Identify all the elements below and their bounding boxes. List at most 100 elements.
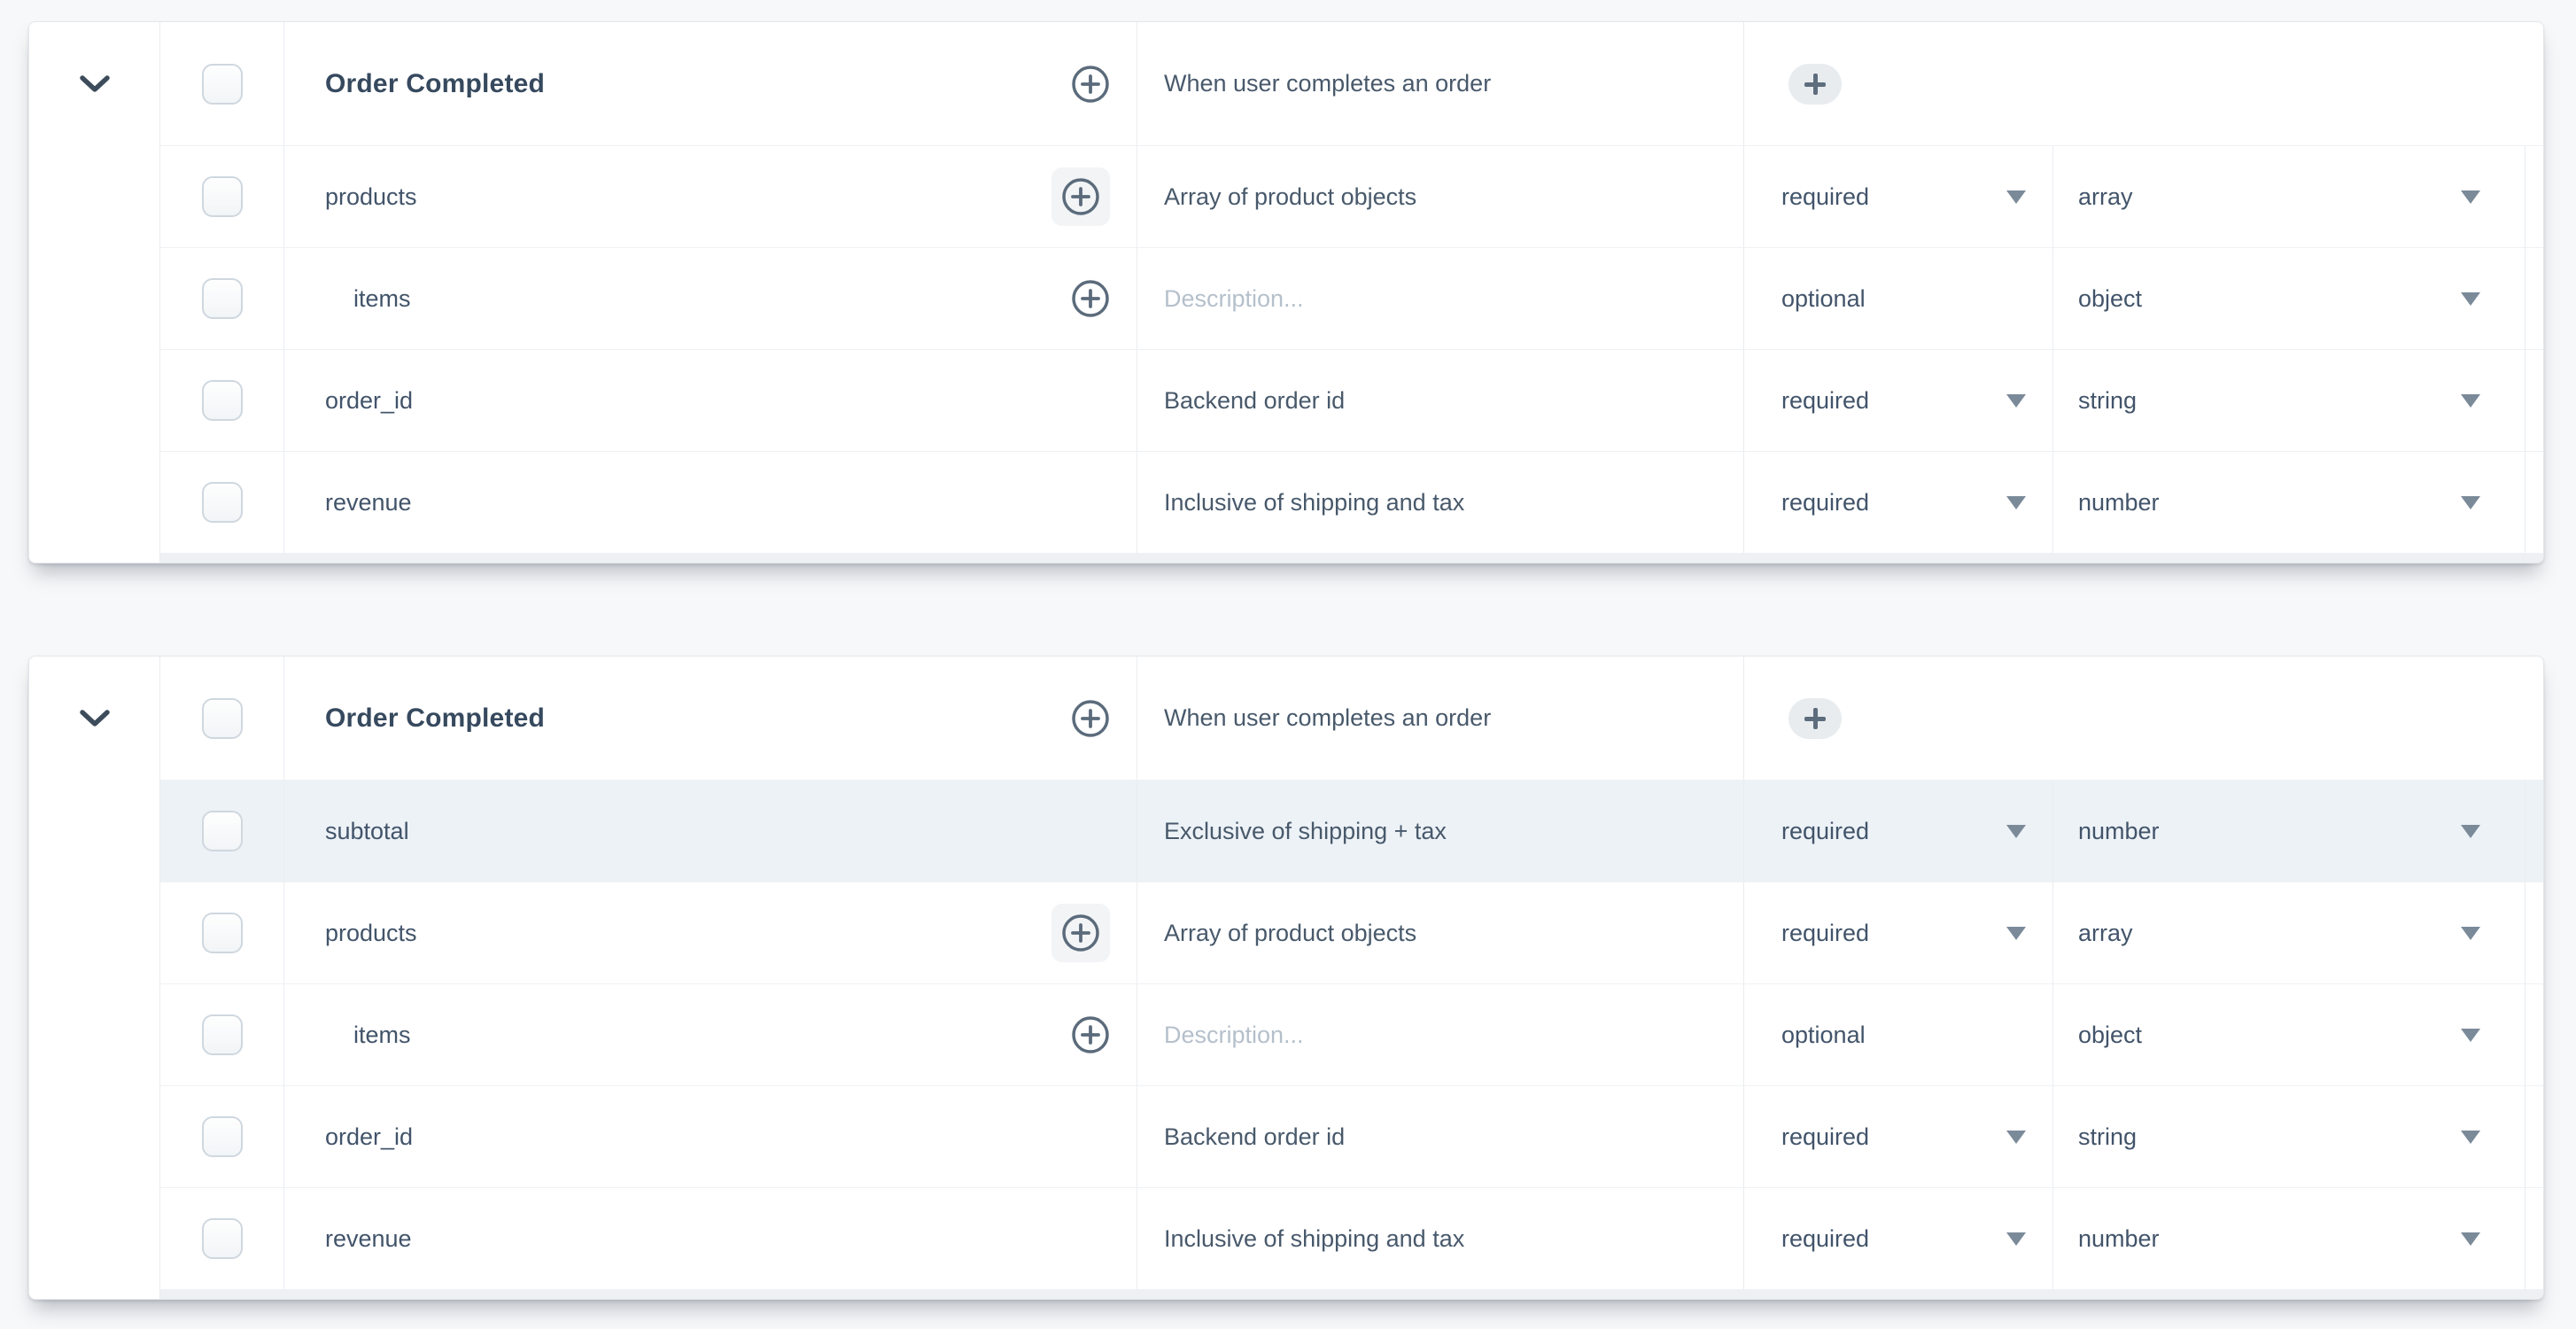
type-select[interactable]: string — [2053, 350, 2526, 451]
required-select-value: required — [1781, 183, 1870, 210]
select-property-checkbox[interactable] — [201, 380, 243, 421]
property-description[interactable]: Array of product objects — [1164, 183, 1417, 210]
property-description[interactable]: Array of product objects — [1164, 919, 1417, 946]
select-property-checkbox[interactable] — [201, 1014, 243, 1055]
event-name[interactable]: Order Completed — [325, 68, 546, 98]
type-select-value: number — [2078, 817, 2160, 844]
add-subproperty-button[interactable] — [1071, 279, 1110, 318]
property-description[interactable]: Description... — [1164, 284, 1304, 312]
property-description-cell: Exclusive of shipping + tax — [1137, 781, 1744, 882]
required-select[interactable]: optional — [1744, 248, 2053, 349]
required-select-value: required — [1781, 1224, 1870, 1252]
type-select[interactable]: array — [2053, 882, 2526, 983]
chevron-down-icon[interactable] — [78, 708, 112, 729]
required-caret-icon — [2006, 393, 2026, 408]
row-gutter — [2526, 452, 2543, 553]
type-select-value: object — [2078, 1021, 2143, 1048]
plus-circle-icon — [1062, 178, 1099, 215]
property-name[interactable]: items — [353, 284, 411, 312]
property-description-cell: Array of product objects — [1137, 146, 1744, 247]
row-gutter — [2526, 248, 2543, 349]
property-name[interactable]: products — [325, 919, 417, 946]
required-select[interactable]: required — [1744, 781, 2053, 882]
select-property-checkbox[interactable] — [201, 913, 243, 953]
property-description[interactable]: Inclusive of shipping and tax — [1164, 488, 1465, 516]
property-description-cell: Inclusive of shipping and tax — [1137, 1188, 1744, 1289]
checkbox-cell — [160, 882, 284, 983]
property-name[interactable]: order_id — [325, 386, 414, 414]
property-name[interactable]: revenue — [325, 1224, 412, 1252]
add-label-button[interactable] — [1788, 63, 1842, 105]
type-select-value: object — [2078, 284, 2143, 312]
type-select[interactable]: number — [2053, 1188, 2526, 1289]
add-subproperty-button[interactable] — [1051, 167, 1110, 226]
type-select[interactable]: object — [2053, 984, 2526, 1085]
event-schema-card: Order Completed When user completes an o… — [28, 656, 2544, 1300]
event-description[interactable]: When user completes an order — [1164, 70, 1492, 97]
property-description[interactable]: Description... — [1164, 1021, 1304, 1048]
required-select[interactable]: optional — [1744, 984, 2053, 1085]
type-select-value: number — [2078, 488, 2160, 516]
property-row: products Array of product objects requir… — [160, 146, 2543, 248]
required-select[interactable]: required — [1744, 1086, 2053, 1187]
property-name[interactable]: items — [353, 1021, 411, 1048]
type-select[interactable]: string — [2053, 1086, 2526, 1187]
select-event-checkbox[interactable] — [201, 697, 243, 739]
required-select-value: required — [1781, 1123, 1870, 1150]
event-name-cell: Order Completed — [284, 657, 1137, 780]
plus-circle-icon — [1072, 699, 1109, 737]
property-description[interactable]: Inclusive of shipping and tax — [1164, 1224, 1465, 1252]
property-description-cell: Description... — [1137, 984, 1744, 1085]
property-name[interactable]: products — [325, 183, 417, 210]
event-description[interactable]: When user completes an order — [1164, 704, 1492, 731]
required-select[interactable]: required — [1744, 146, 2053, 247]
select-property-checkbox[interactable] — [201, 1218, 243, 1259]
property-row: products Array of product objects requir… — [160, 882, 2543, 984]
property-name[interactable]: revenue — [325, 488, 412, 516]
checkbox-cell — [160, 350, 284, 451]
chevron-down-icon[interactable] — [78, 74, 112, 95]
add-subproperty-button[interactable] — [1071, 1015, 1110, 1054]
type-caret-icon — [2461, 1028, 2480, 1042]
event-name[interactable]: Order Completed — [325, 703, 546, 733]
event-description-cell: When user completes an order — [1137, 657, 1744, 780]
required-select[interactable]: required — [1744, 1188, 2053, 1289]
type-select[interactable]: object — [2053, 248, 2526, 349]
plus-circle-icon — [1072, 65, 1109, 103]
select-property-checkbox[interactable] — [201, 482, 243, 523]
select-property-checkbox[interactable] — [201, 278, 243, 319]
property-description[interactable]: Exclusive of shipping + tax — [1164, 817, 1447, 844]
required-select[interactable]: required — [1744, 350, 2053, 451]
plus-circle-icon — [1062, 914, 1099, 952]
property-description[interactable]: Backend order id — [1164, 1123, 1346, 1150]
type-caret-icon — [2461, 393, 2480, 408]
property-name-cell: revenue — [284, 1188, 1137, 1289]
required-select-value: optional — [1781, 284, 1866, 312]
property-name[interactable]: order_id — [325, 1123, 414, 1150]
expander-column — [29, 22, 160, 563]
type-select[interactable]: array — [2053, 146, 2526, 247]
property-description[interactable]: Backend order id — [1164, 386, 1346, 414]
select-property-checkbox[interactable] — [201, 176, 243, 217]
type-select[interactable]: number — [2053, 452, 2526, 553]
type-caret-icon — [2461, 824, 2480, 838]
select-event-checkbox[interactable] — [201, 63, 243, 105]
row-gutter — [2526, 882, 2543, 983]
add-property-button[interactable] — [1071, 699, 1110, 738]
required-caret-icon — [2006, 824, 2026, 838]
select-property-checkbox[interactable] — [201, 1116, 243, 1157]
add-subproperty-button[interactable] — [1051, 904, 1110, 962]
add-label-button[interactable] — [1788, 697, 1842, 739]
type-select-value: array — [2078, 183, 2133, 210]
add-property-button[interactable] — [1071, 65, 1110, 104]
property-description-cell: Backend order id — [1137, 350, 1744, 451]
checkbox-cell — [160, 1188, 284, 1289]
panel-footer — [160, 554, 2543, 563]
property-row: order_id Backend order id required strin… — [160, 1086, 2543, 1188]
property-name[interactable]: subtotal — [325, 817, 409, 844]
property-description-cell: Array of product objects — [1137, 882, 1744, 983]
required-select[interactable]: required — [1744, 452, 2053, 553]
select-property-checkbox[interactable] — [201, 811, 243, 851]
required-select[interactable]: required — [1744, 882, 2053, 983]
type-select[interactable]: number — [2053, 781, 2526, 882]
